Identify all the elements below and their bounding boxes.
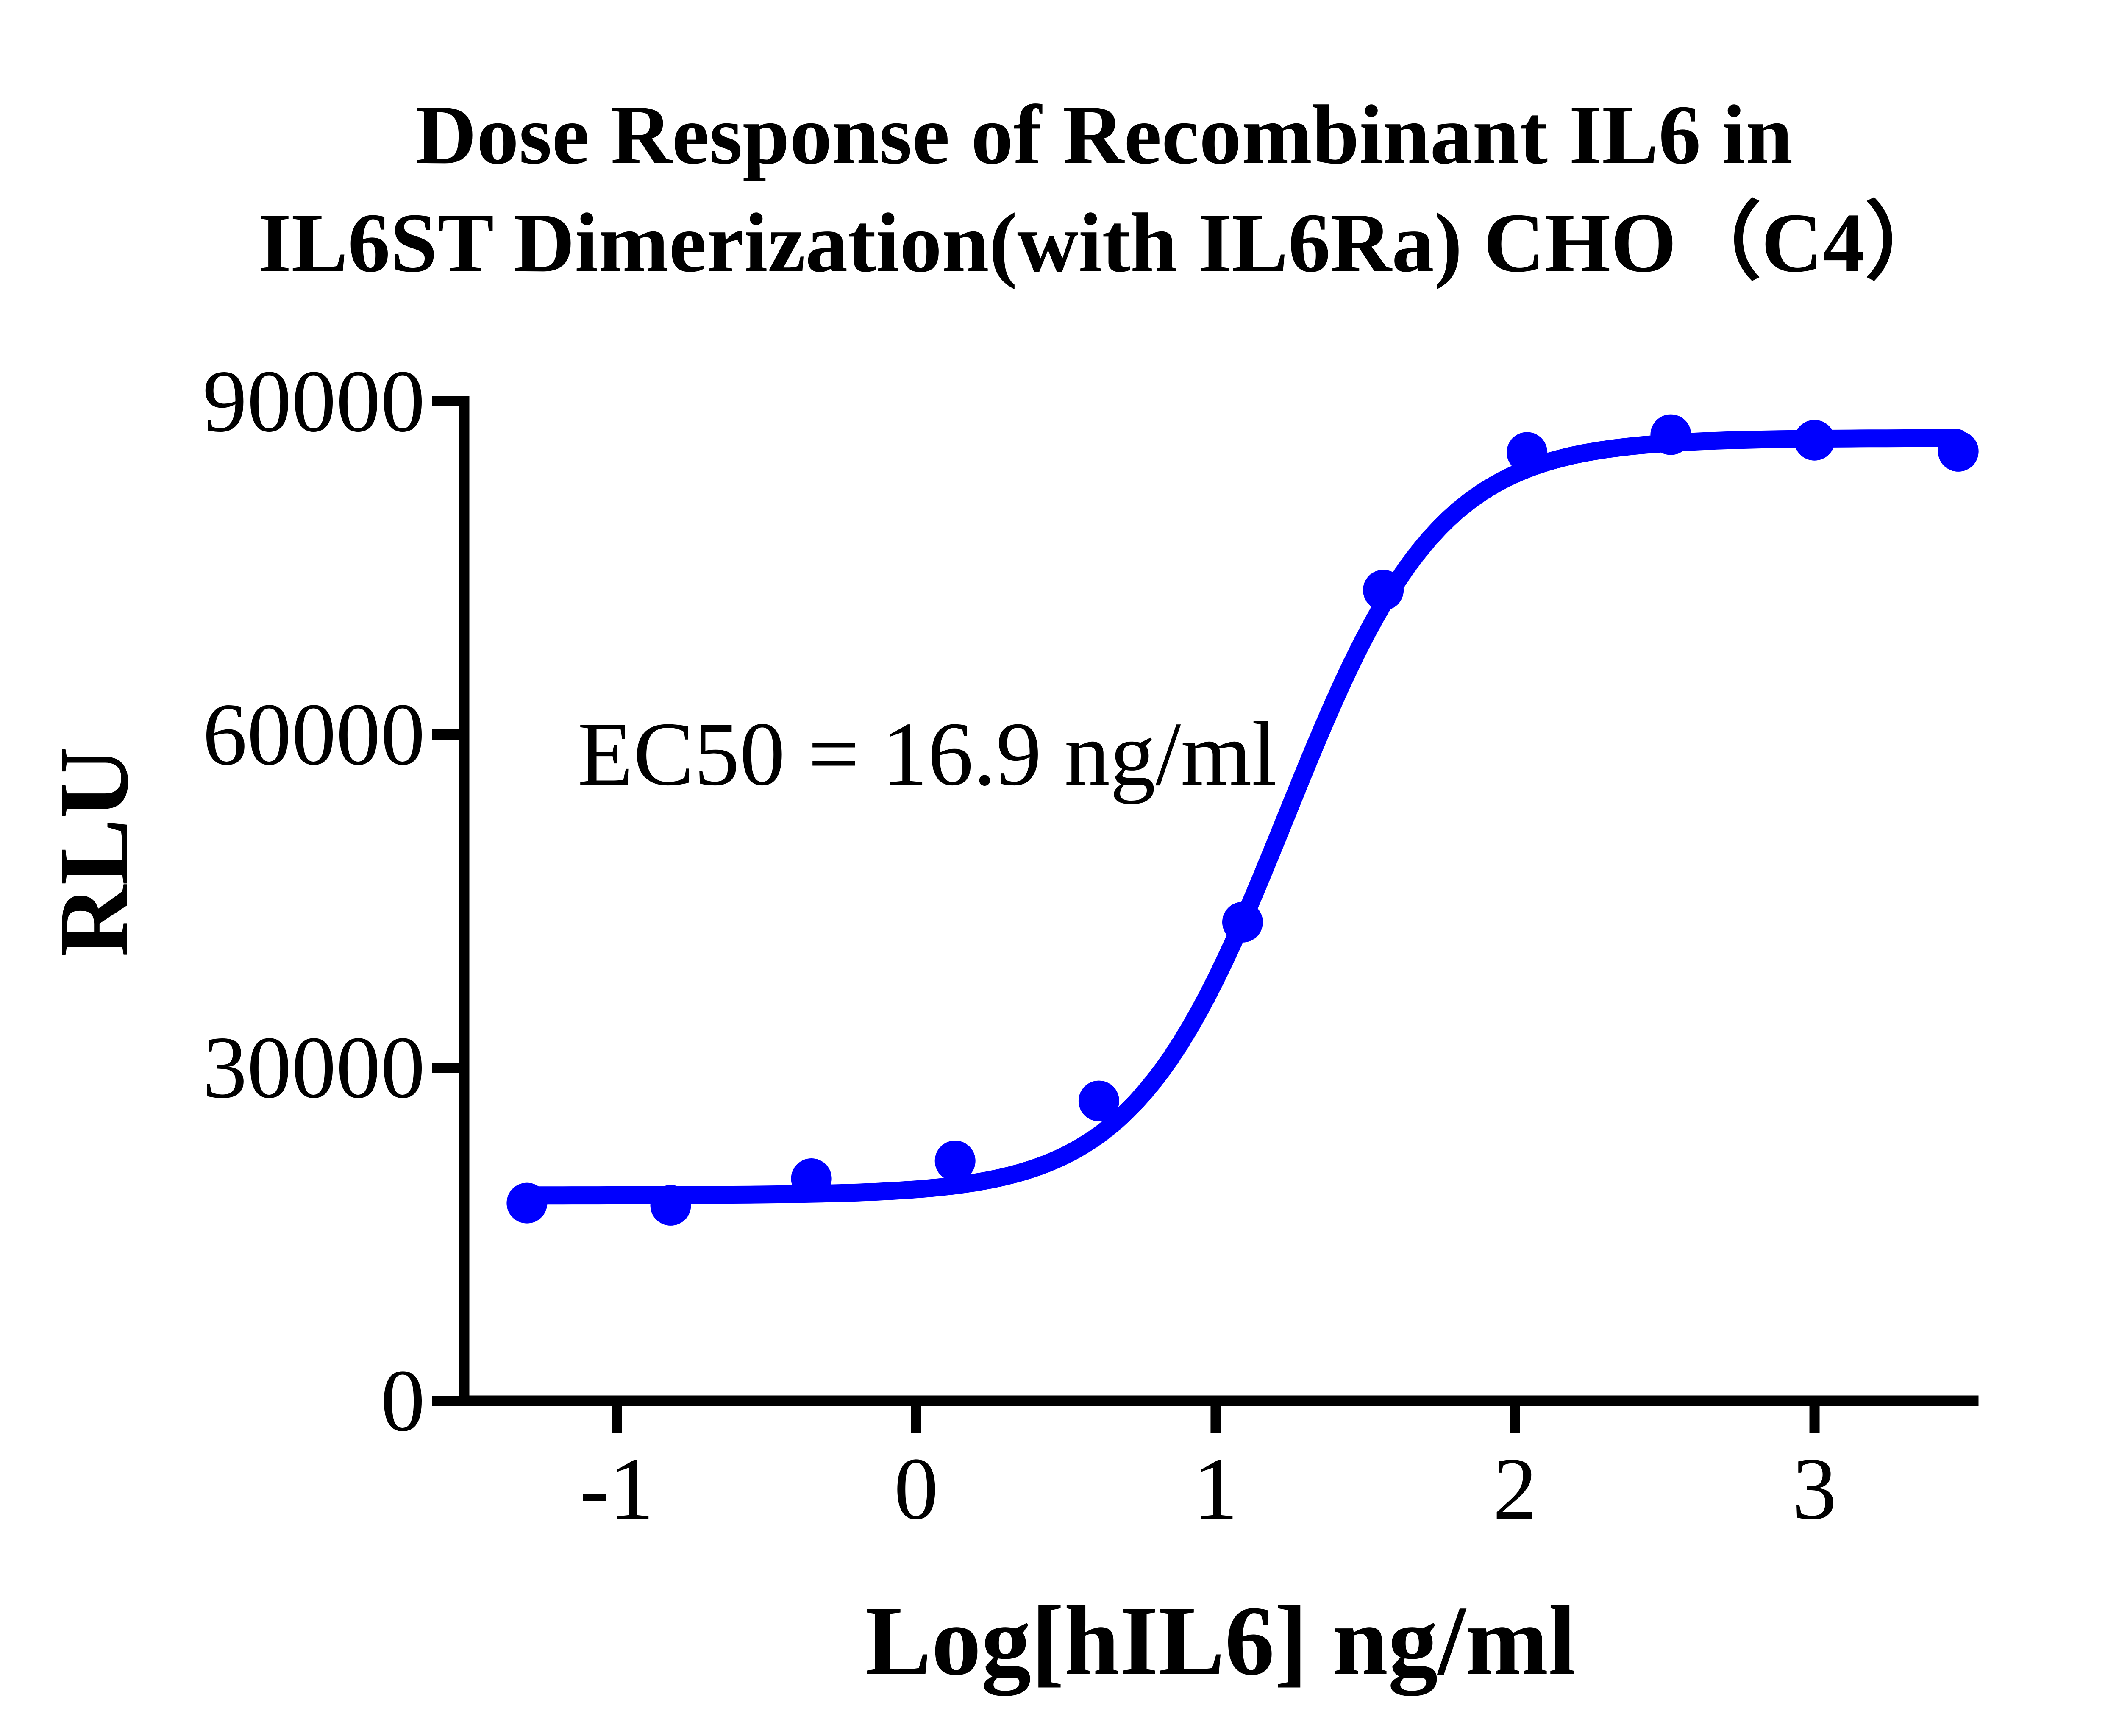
chart-title-line1: Dose Response of Recombinant IL6 in: [415, 88, 1793, 182]
data-point: [506, 1182, 548, 1224]
ec50-annotation: EC50 = 16.9 ng/ml: [578, 703, 1277, 804]
x-axis-tick-labels: -1 0 1 2 3: [580, 1440, 1837, 1538]
data-point: [934, 1141, 976, 1182]
x-tick-label: 3: [1792, 1440, 1837, 1538]
x-axis-ticks: [612, 1406, 1820, 1433]
data-point: [650, 1185, 691, 1226]
dose-response-curve: [518, 429, 1967, 1205]
data-point: [1507, 432, 1548, 473]
data-point: [791, 1158, 832, 1199]
y-tick-label: 0: [381, 1352, 425, 1450]
y-axis-title: RLU: [39, 747, 149, 957]
x-axis-title: Log[hIL6] ng/ml: [865, 1586, 1576, 1696]
y-tick-label: 90000: [203, 352, 425, 451]
x-tick-label: 1: [1193, 1440, 1238, 1538]
data-point: [1078, 1080, 1119, 1121]
data-point: [1222, 901, 1263, 943]
x-tick-label: 2: [1493, 1440, 1537, 1538]
y-tick-label: 30000: [203, 1018, 425, 1117]
data-point: [1363, 570, 1404, 611]
x-tick-label: -1: [580, 1440, 654, 1538]
data-point: [1794, 420, 1835, 461]
data-point: [1650, 414, 1691, 455]
y-axis-tick-labels: 0 30000 60000 90000: [203, 352, 425, 1450]
chart-title-line2: IL6ST Dimerization(with IL6Ra) CHO（C4）: [259, 196, 1950, 290]
axis-spines: [459, 396, 1979, 1406]
x-tick-label: 0: [894, 1440, 938, 1538]
data-point: [1938, 431, 1979, 472]
y-axis-ticks: [432, 396, 459, 1406]
fitted-curve-group: [518, 429, 1967, 1205]
data-points-group: [506, 414, 1979, 1226]
y-tick-label: 60000: [203, 685, 425, 784]
